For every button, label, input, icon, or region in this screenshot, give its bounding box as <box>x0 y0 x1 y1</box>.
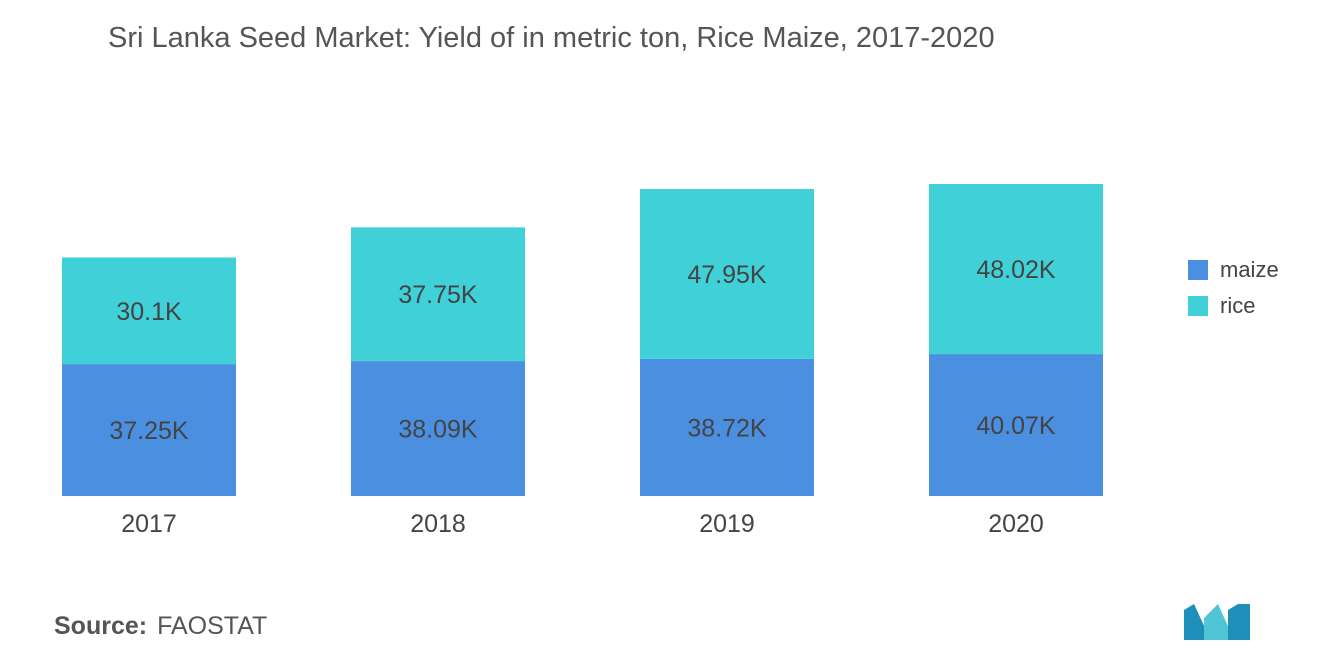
chart-title: Sri Lanka Seed Market: Yield of in metri… <box>108 22 995 54</box>
bar-maize-2019 <box>640 358 814 496</box>
x-tick-label-2017: 2017 <box>121 510 177 538</box>
legend-item-maize: maize <box>1188 252 1279 288</box>
data-label-rice-2018: 37.75K <box>398 281 478 309</box>
source-value: FAOSTAT <box>157 612 268 640</box>
bar-rice-2017 <box>62 257 236 365</box>
legend-label-maize: maize <box>1220 257 1279 282</box>
data-label-rice-2019: 47.95K <box>687 261 767 289</box>
data-label-maize-2020: 40.07K <box>976 412 1056 440</box>
legend-item-rice: rice <box>1188 288 1279 324</box>
data-label-rice-2017: 30.1K <box>116 298 182 326</box>
legend: maize rice <box>1188 252 1279 324</box>
bar-rice-2020 <box>929 184 1103 355</box>
bar-rice-2019 <box>640 189 814 359</box>
data-label-rice-2020: 48.02K <box>976 256 1056 284</box>
bar-maize-2017 <box>62 364 236 496</box>
data-label-maize-2017: 37.25K <box>109 417 189 445</box>
legend-label-rice: rice <box>1220 293 1256 318</box>
x-tick-label-2019: 2019 <box>699 510 755 538</box>
source-label: Source: <box>54 612 148 640</box>
legend-swatch-rice <box>1188 296 1208 316</box>
bar-maize-2018 <box>351 361 525 496</box>
bar-rice-2018 <box>351 227 525 362</box>
data-label-maize-2019: 38.72K <box>687 414 767 442</box>
data-label-maize-2018: 38.09K <box>398 416 478 444</box>
bar-maize-2020 <box>929 354 1103 496</box>
x-tick-label-2018: 2018 <box>410 510 466 538</box>
source-note: Source: FAOSTAT <box>54 612 267 641</box>
x-tick-label-2020: 2020 <box>988 510 1044 538</box>
legend-swatch-maize <box>1188 260 1208 280</box>
brand-logo-icon <box>1184 604 1250 640</box>
